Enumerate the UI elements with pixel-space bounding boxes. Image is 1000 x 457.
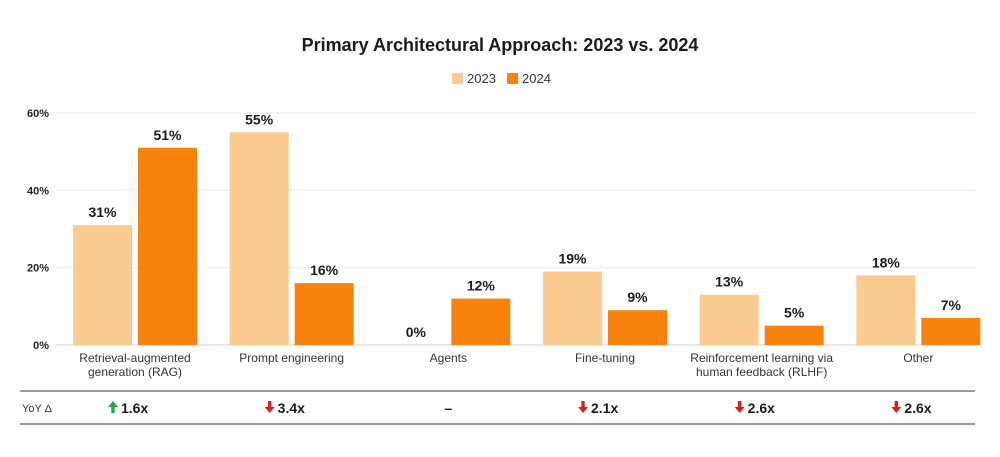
chart-title: Primary Architectural Approach: 2023 vs.… (302, 35, 699, 55)
legend-label-2023: 2023 (467, 71, 496, 86)
data-label-2023: 19% (558, 251, 587, 267)
bar-2023 (543, 271, 602, 345)
bar-2024 (921, 317, 981, 345)
legend-swatch-2023 (452, 73, 463, 84)
yoy-row-label: YoY Δ (22, 403, 53, 415)
bar-2023 (73, 225, 132, 345)
y-tick-label: 40% (27, 185, 49, 197)
bar-2024 (294, 283, 354, 345)
y-tick-label: 60% (27, 108, 49, 120)
category-label: Other (903, 351, 933, 365)
legend-swatch-2024 (507, 73, 518, 84)
arrow-down-icon (264, 401, 275, 413)
arrow-down-icon (734, 401, 745, 413)
yoy-value: 3.4x (278, 400, 305, 416)
data-labels: 31% 51% 55% 16% 0% 12% 19% 9% 13% 5% 18% 7% (88, 111, 961, 340)
yoy-value: – (444, 400, 452, 416)
data-label-2024: 7% (941, 297, 962, 313)
bar-2024 (138, 147, 197, 345)
data-label-2024: 5% (784, 305, 805, 321)
yoy-value: 2.6x (748, 400, 775, 416)
yoy-value: 2.6x (904, 400, 931, 416)
bar-2023 (229, 132, 289, 345)
data-label-2023: 31% (88, 204, 117, 220)
yoy-value: 2.1x (591, 400, 618, 416)
data-label-2024: 9% (627, 289, 648, 305)
bar-2023 (699, 294, 759, 345)
legend-label-2024: 2024 (522, 71, 551, 86)
bars (73, 132, 981, 345)
yoy-value: 1.6x (121, 400, 148, 416)
yoy-row: YoY Δ 1.6x 3.4x – 2.1x 2.6x 2.6x (20, 390, 975, 425)
category-label: Prompt engineering (239, 351, 344, 365)
category-label: Agents (430, 351, 467, 365)
category-label: Reinforcement learning via human feedback… (690, 351, 833, 379)
data-label-2023: 18% (872, 254, 901, 270)
data-label-2023: 0% (406, 324, 427, 340)
data-label-2023: 55% (245, 111, 274, 127)
y-tick-label: 0% (33, 340, 49, 352)
bar-2024 (608, 310, 667, 345)
y-tick-label: 20% (27, 263, 49, 275)
category-label: Retrieval-augmented generation (RAG) (79, 351, 190, 379)
bar-2024 (451, 298, 511, 345)
data-label-2024: 16% (310, 262, 339, 278)
arrow-up-icon (108, 401, 118, 413)
arrow-down-icon (891, 401, 902, 413)
category-labels: Retrieval-augmented generation (RAG) Promp… (79, 351, 933, 379)
y-axis: 0% 20% 40% 60% (27, 108, 49, 352)
bar-2024 (764, 325, 824, 345)
legend: 2023 2024 (452, 71, 551, 86)
data-label-2023: 13% (715, 274, 744, 290)
data-label-2024: 12% (467, 278, 496, 294)
category-label: Fine-tuning (575, 351, 635, 365)
bar-2023 (856, 275, 916, 345)
data-label-2024: 51% (153, 127, 182, 143)
arrow-down-icon (578, 401, 588, 413)
